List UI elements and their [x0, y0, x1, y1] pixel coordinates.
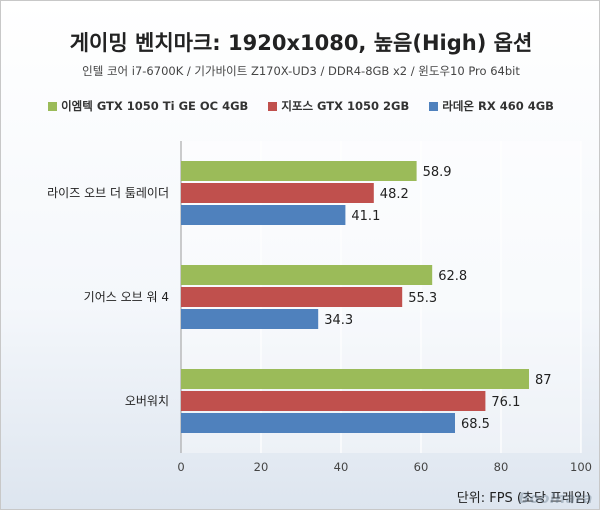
chart-title: 게이밍 벤치마크: 1920x1080, 높음(High) 옵션 [69, 31, 533, 55]
bar-1-2 [181, 309, 319, 329]
bar-0-0 [181, 161, 417, 181]
x-tick-label-5: 100 [570, 460, 592, 474]
bar-2-2 [181, 413, 455, 433]
bar-0-2 [181, 205, 346, 225]
chart-subtitle: 인텔 코어 i7-6700K / 기가바이트 Z170X-UD3 / DDR4-… [82, 64, 520, 78]
legend-label-1: 지포스 GTX 1050 2GB [281, 99, 410, 113]
data-label-2-0: 87 [535, 373, 552, 388]
data-label-1-2: 34.3 [324, 313, 353, 328]
data-label-2-1: 76.1 [491, 395, 520, 410]
x-tick-label-0: 0 [177, 460, 184, 474]
x-tick-label-3: 60 [414, 460, 429, 474]
category-label-0: 라이즈 오브 더 툼레이더 [47, 186, 169, 200]
legend-label-2: 라데온 RX 460 4GB [442, 99, 554, 113]
legend-swatch-1 [268, 101, 278, 111]
legend-swatch-2 [429, 101, 439, 111]
data-label-2-2: 68.5 [461, 417, 490, 432]
legend-item-0: 이엠텍 GTX 1050 Ti GE OC 4GB [48, 98, 248, 114]
data-label-0-1: 48.2 [380, 187, 409, 202]
bar-1-0 [181, 265, 433, 285]
category-label-1: 기어스 오브 워 4 [84, 290, 169, 304]
data-label-0-0: 58.9 [423, 165, 452, 180]
x-tick-label-1: 20 [254, 460, 269, 474]
bar-2-0 [181, 369, 529, 389]
legend-label-0: 이엠텍 GTX 1050 Ti GE OC 4GB [61, 99, 249, 113]
legend-item-1: 지포스 GTX 1050 2GB [268, 98, 409, 114]
legend-item-2: 라데온 RX 460 4GB [429, 98, 554, 114]
x-tick-label-2: 40 [334, 460, 349, 474]
bar-1-1 [181, 287, 403, 307]
legend-swatch-0 [48, 101, 58, 111]
bar-0-1 [181, 183, 374, 203]
category-label-2: 오버워치 [125, 394, 169, 408]
unit-label: 단위: FPS (초당 프레임) [456, 491, 591, 506]
data-label-0-2: 41.1 [351, 209, 380, 224]
watermark-logo: Boolnara [518, 491, 593, 507]
data-label-1-1: 55.3 [408, 291, 437, 306]
legend: 이엠텍 GTX 1050 Ti GE OC 4GB 지포스 GTX 1050 2… [1, 98, 600, 114]
data-label-1-0: 62.8 [438, 269, 467, 284]
x-tick-label-4: 80 [494, 460, 509, 474]
bar-2-1 [181, 391, 486, 411]
